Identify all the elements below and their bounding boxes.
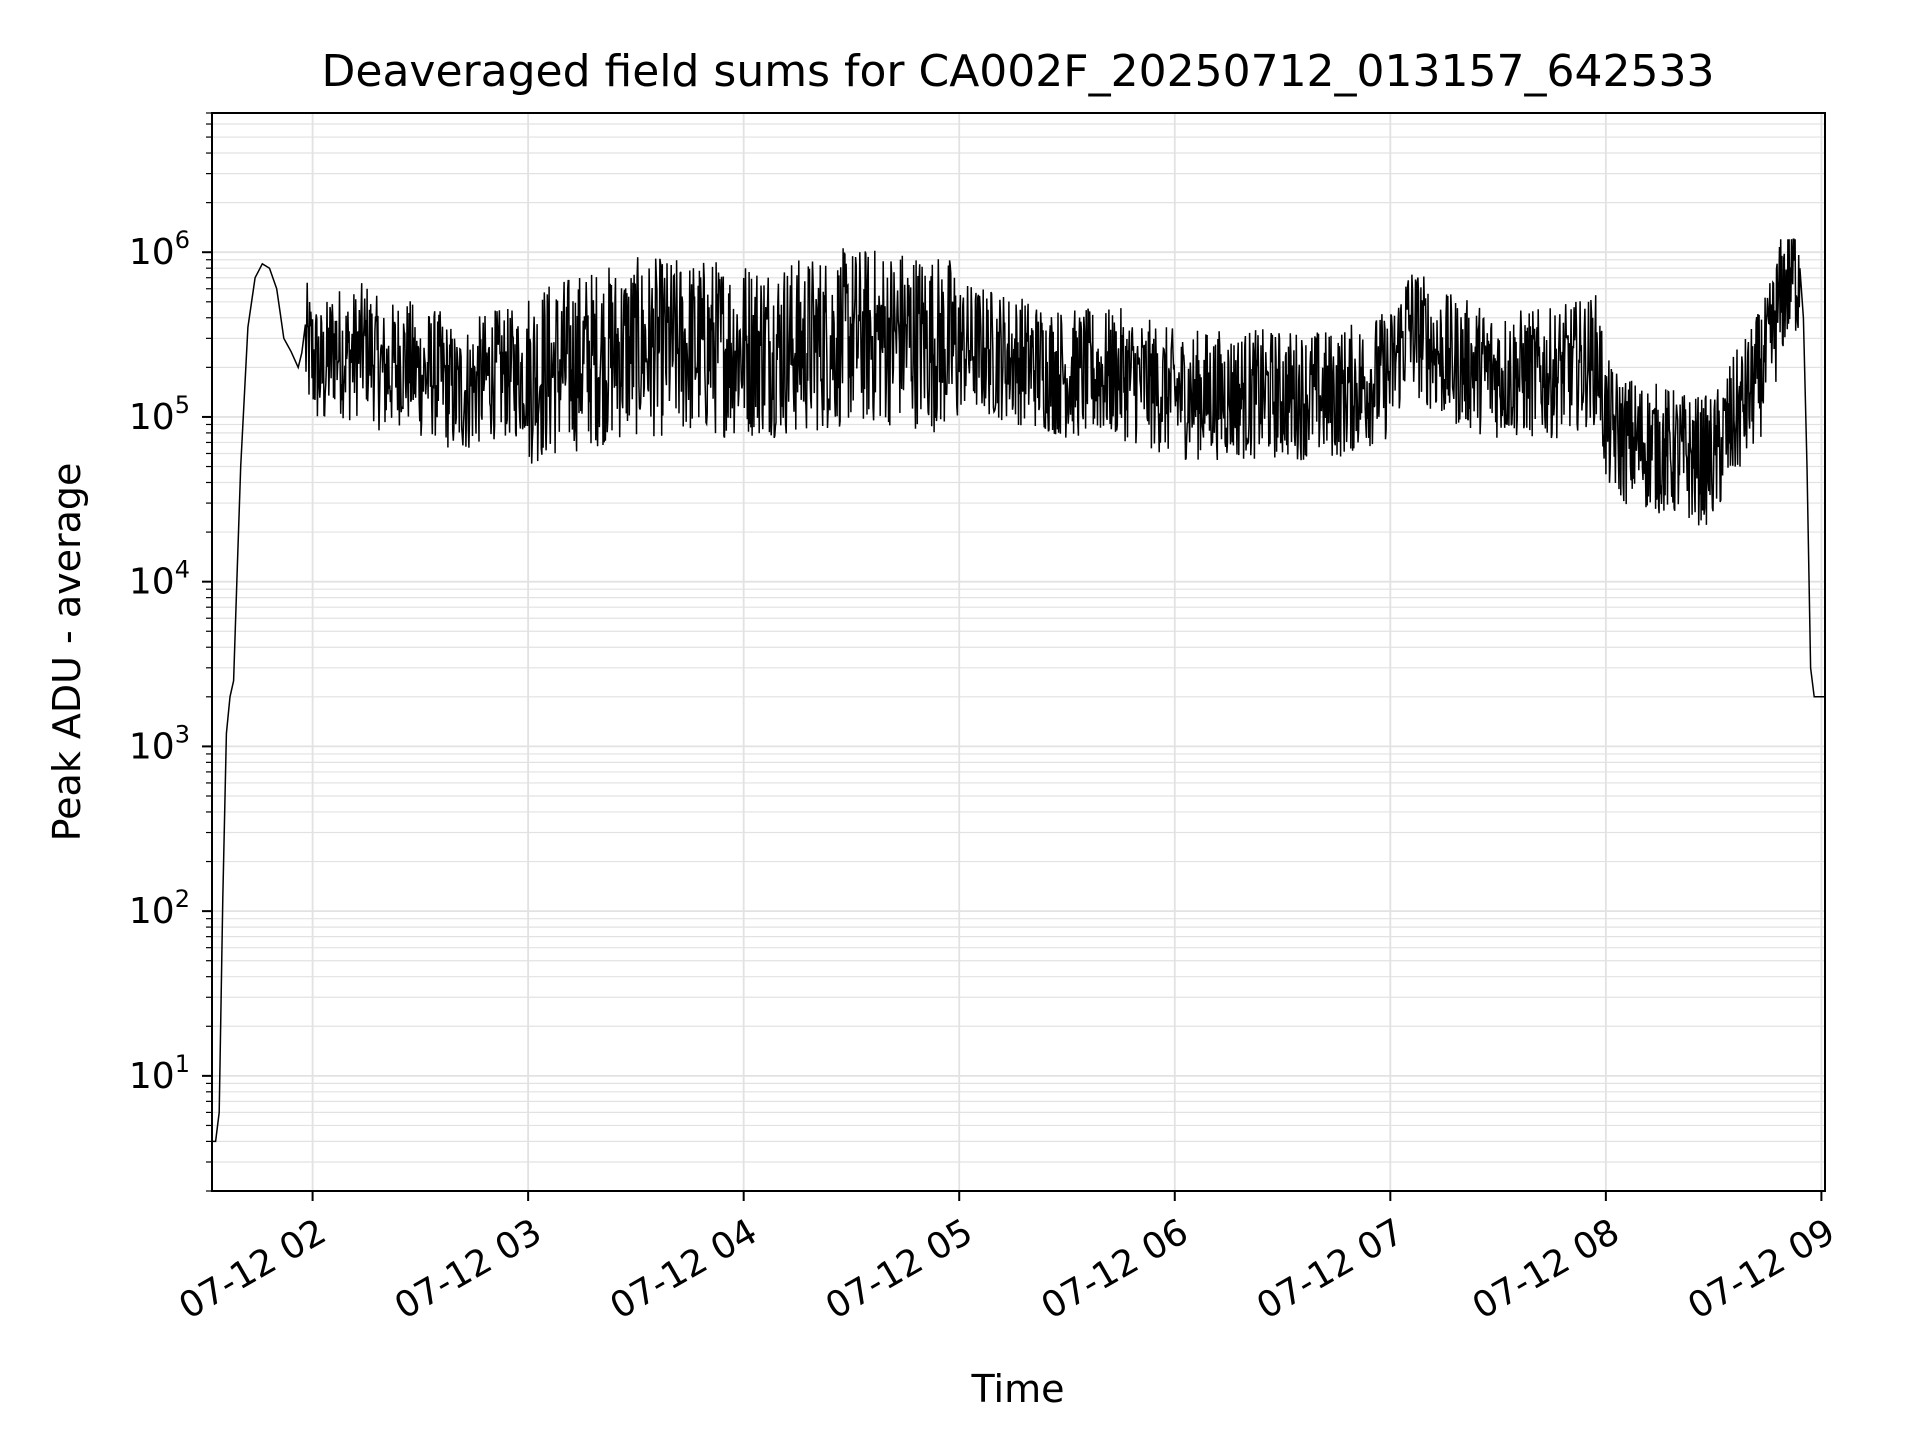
y-tick-base: 10	[129, 726, 175, 767]
chart-title: Deaveraged field sums for CA002F_2025071…	[322, 46, 1715, 97]
y-tick-base: 10	[129, 562, 175, 603]
plot-frame	[211, 112, 1826, 1192]
y-tick-label: 104	[129, 556, 190, 603]
y-tick-exponent: 1	[175, 1050, 190, 1078]
x-tick-label: 07-12 09	[1681, 1211, 1842, 1327]
x-tick-label: 07-12 05	[819, 1211, 980, 1327]
y-tick-base: 10	[129, 232, 175, 273]
series-line	[212, 238, 1825, 1143]
y-tick-exponent: 5	[175, 391, 190, 419]
x-tick-label: 07-12 07	[1250, 1211, 1411, 1327]
y-tick-label: 106	[129, 226, 190, 273]
y-tick-base: 10	[129, 397, 175, 438]
x-tick-label: 07-12 03	[388, 1211, 549, 1327]
y-tick-label: 105	[129, 391, 190, 438]
x-tick-label: 07-12 08	[1466, 1211, 1627, 1327]
grid	[212, 112, 1825, 1192]
x-axis-label: Time	[971, 1367, 1065, 1411]
y-tick-label: 101	[129, 1050, 190, 1097]
y-tick-exponent: 3	[175, 720, 190, 748]
x-tick-label: 07-12 04	[604, 1211, 765, 1327]
y-tick-exponent: 6	[175, 226, 190, 254]
y-axis-label: Peak ADU - average	[45, 463, 89, 842]
x-axis: 07-12 02 07-12 03 07-12 04 07-12 05 07-12 06…	[172, 1191, 1842, 1328]
y-tick-exponent: 4	[175, 556, 190, 584]
y-tick-base: 10	[129, 1056, 175, 1097]
x-tick-label: 07-12 02	[172, 1211, 333, 1327]
y-tick-exponent: 2	[175, 885, 190, 913]
y-tick-base: 10	[129, 891, 175, 932]
y-tick-label: 103	[129, 720, 190, 767]
y-tick-label: 102	[129, 885, 190, 932]
x-tick-label: 07-12 06	[1035, 1211, 1196, 1327]
